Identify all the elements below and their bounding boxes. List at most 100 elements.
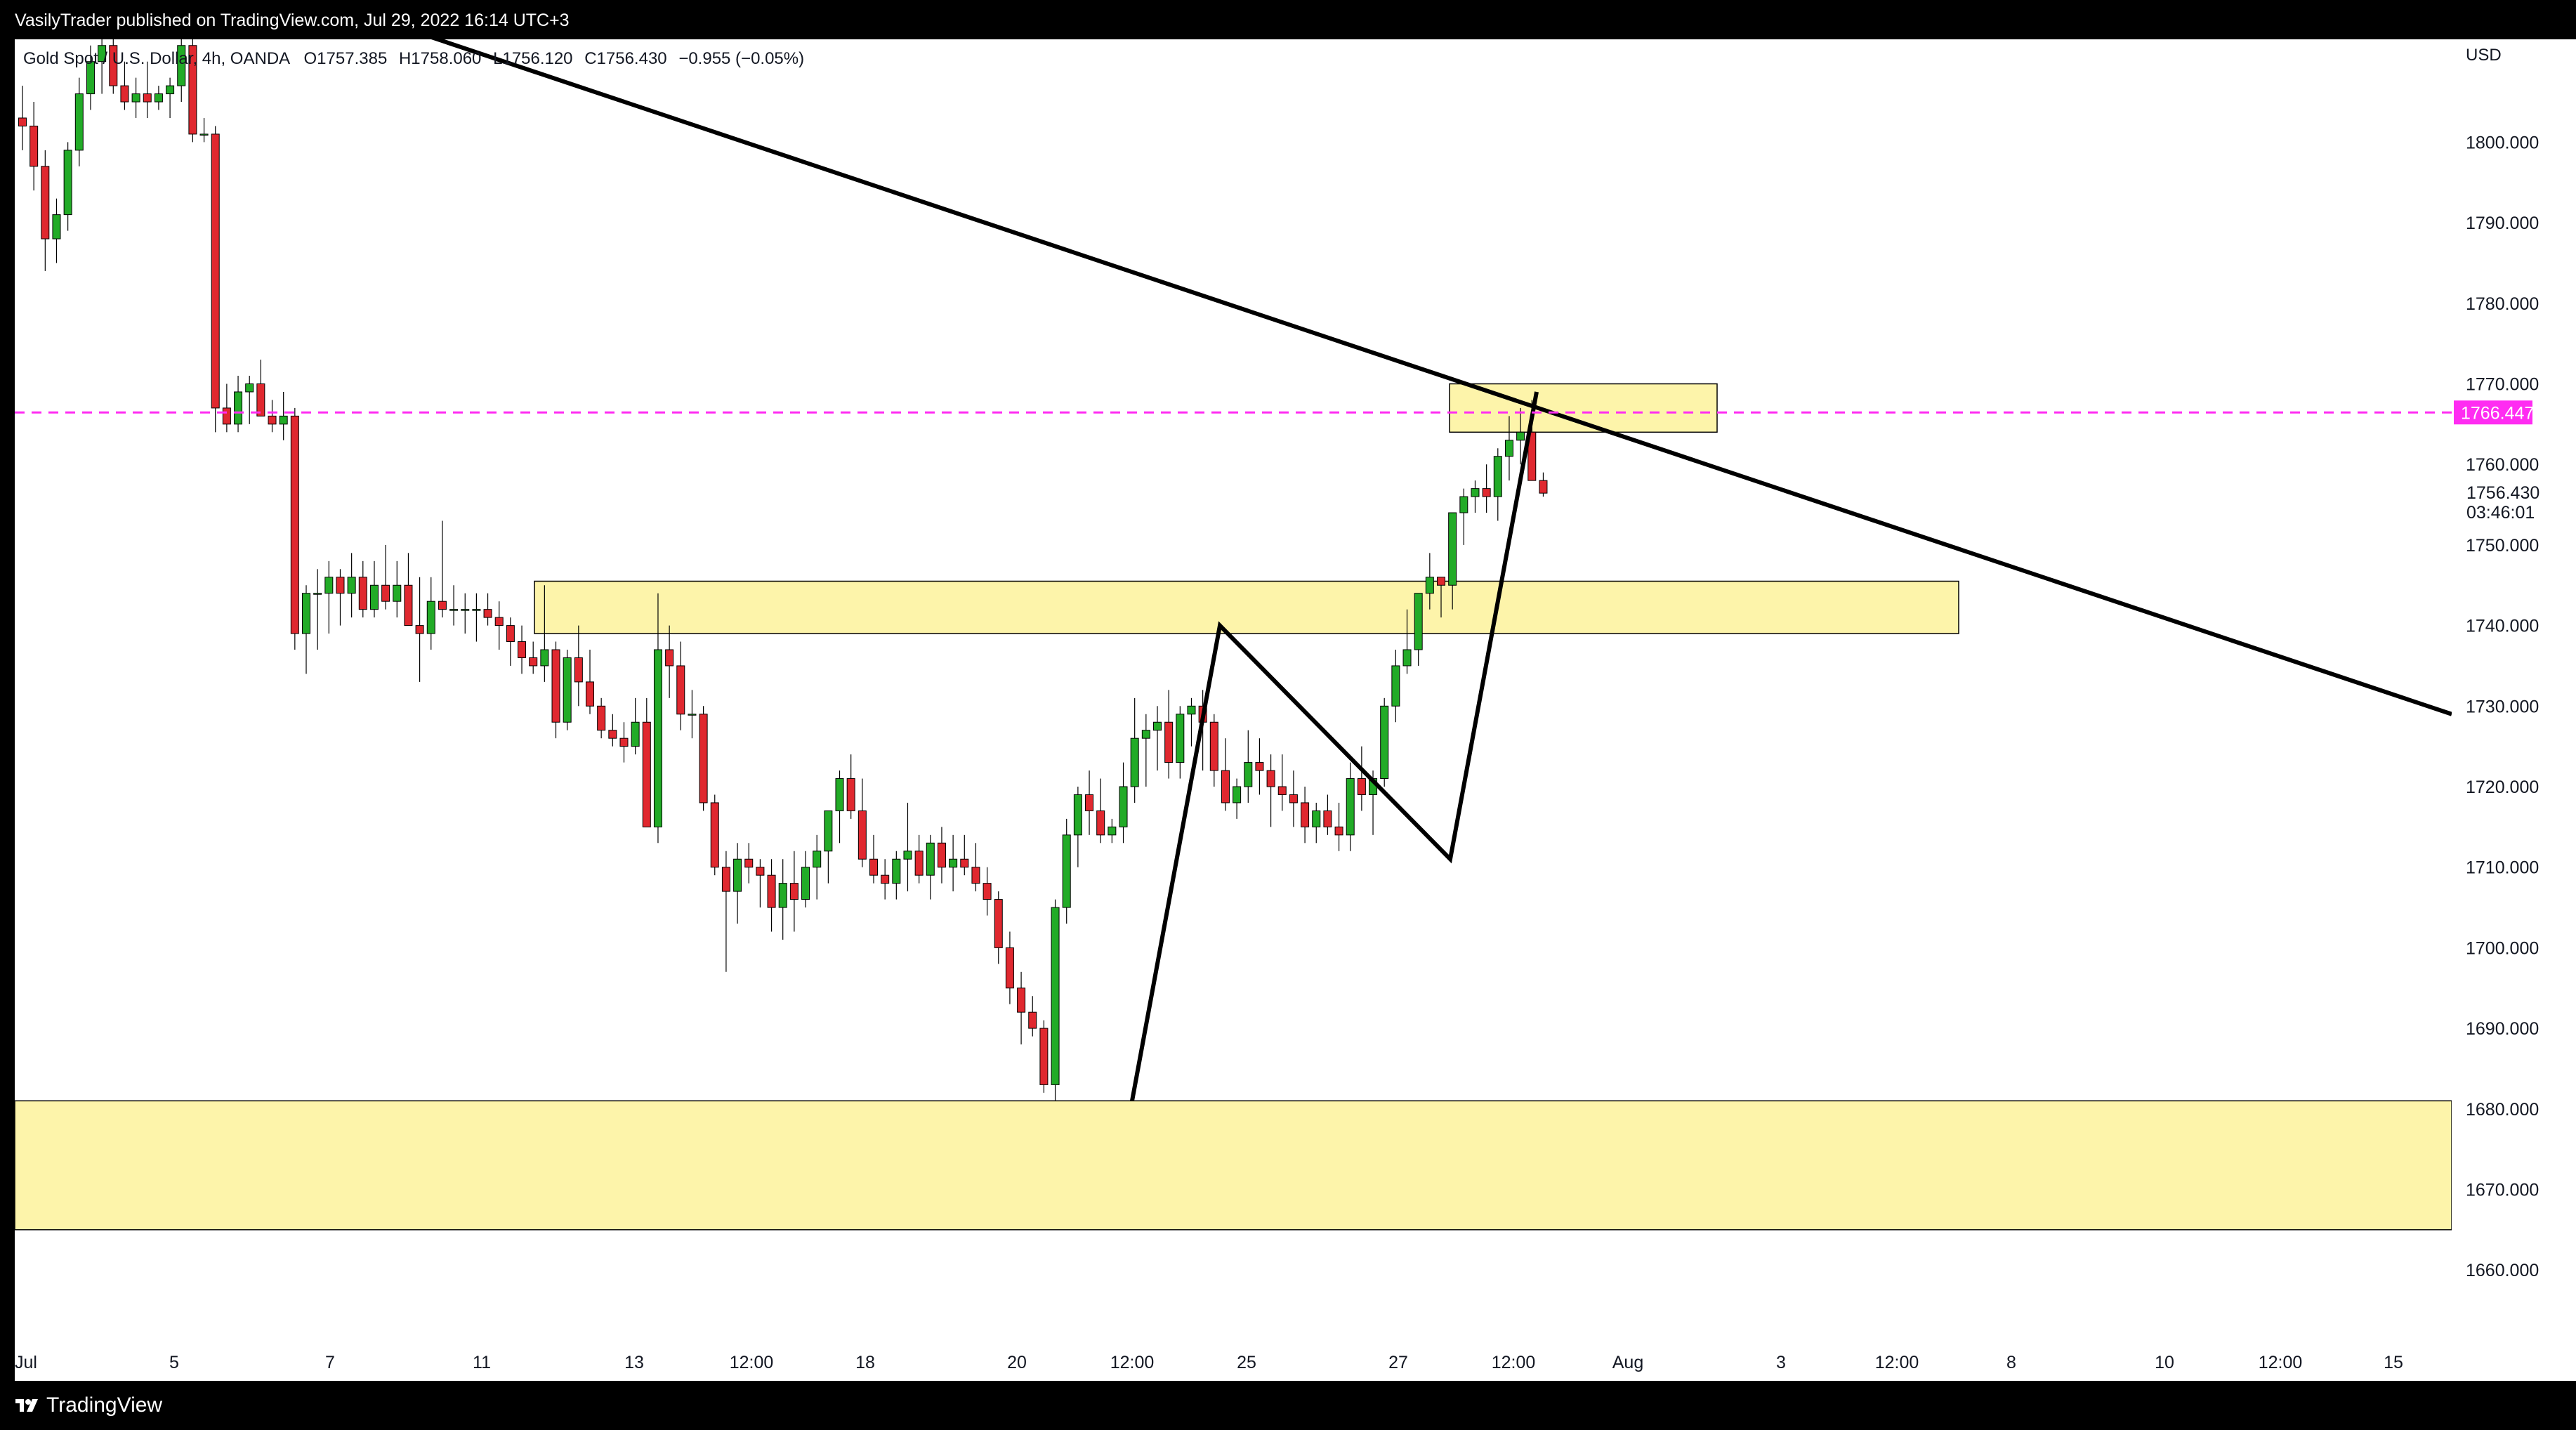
candle	[41, 150, 50, 271]
ohlc-open: O1757.385	[304, 49, 388, 68]
x-tick-label: 15	[2384, 1353, 2403, 1372]
candle	[869, 834, 878, 884]
candle-body	[1482, 488, 1491, 497]
candle	[1414, 593, 1423, 666]
ohlc-low: L1756.120	[493, 49, 572, 68]
ohlc-close: C1756.430	[584, 49, 666, 68]
candle-body	[1255, 762, 1264, 771]
candle	[1085, 770, 1094, 835]
candle-body	[971, 867, 980, 884]
candle-body	[1266, 770, 1275, 787]
candle	[1380, 697, 1389, 787]
candle	[98, 39, 107, 94]
candle	[789, 851, 799, 932]
candle-body	[813, 851, 822, 868]
candle	[926, 834, 935, 900]
candle	[653, 593, 662, 844]
drawings-layer	[431, 39, 2452, 1101]
candle-body	[268, 415, 277, 425]
candle-body	[540, 649, 549, 667]
candle	[1425, 553, 1434, 610]
candle	[131, 77, 140, 118]
candle-body	[699, 714, 708, 803]
candle	[983, 867, 992, 916]
candle-body	[1153, 721, 1162, 731]
candle	[1028, 996, 1037, 1037]
y-tick-label: 1690.000	[2466, 1019, 2539, 1039]
candle	[1108, 818, 1117, 844]
x-tick-label: 11	[473, 1353, 491, 1372]
candle	[177, 39, 186, 103]
candle-body	[404, 584, 413, 627]
candle	[835, 770, 844, 844]
candle-body	[1437, 577, 1445, 586]
candle-body	[1346, 778, 1355, 836]
candle	[63, 142, 72, 231]
candle	[483, 593, 492, 626]
y-tick-label: 1800.000	[2466, 133, 2539, 152]
candle	[721, 851, 730, 972]
candle	[619, 722, 629, 763]
candle	[1209, 714, 1218, 787]
y-tick-label: 1760.000	[2466, 455, 2539, 475]
candle	[1334, 802, 1343, 851]
x-tick-label: Jul	[15, 1353, 37, 1372]
candle-body	[1357, 778, 1366, 795]
zigzag-pattern-line	[1130, 391, 1539, 1101]
candle	[994, 891, 1003, 964]
candle	[937, 827, 946, 884]
candle-body	[1539, 480, 1548, 494]
footer-brand: TradingView	[46, 1393, 163, 1417]
candle	[1017, 971, 1026, 1045]
candle-body	[1141, 730, 1150, 739]
candle-body	[608, 730, 617, 739]
candle	[1039, 1020, 1049, 1093]
candle	[1153, 706, 1162, 771]
candle	[1051, 899, 1060, 1101]
tradingview-logo-icon	[15, 1399, 38, 1412]
candle-body	[393, 584, 402, 602]
candle-body	[631, 721, 640, 747]
candle	[642, 697, 651, 827]
candle-body	[324, 577, 334, 594]
candle	[449, 585, 459, 626]
candle	[699, 706, 708, 811]
candle-body	[688, 714, 697, 716]
candle	[529, 641, 538, 674]
last-price-label: 1756.430	[2466, 483, 2539, 503]
y-tick-label: 1750.000	[2466, 536, 2539, 556]
candle-body	[1527, 431, 1537, 481]
candle	[234, 376, 243, 433]
price-axis[interactable]: 1800.000 1790.000 1780.000 1770.000 1760.000…	[2452, 39, 2576, 1381]
time-axis[interactable]: Jul 5 7 11 13 12:00 18 20 12:00 25 27 12:00 Aug 3 12:0…	[15, 1346, 2576, 1381]
candle-body	[1516, 431, 1525, 441]
candle-body	[1459, 496, 1468, 513]
candle	[188, 39, 197, 143]
candle	[336, 569, 345, 626]
candle	[302, 585, 310, 674]
candle	[733, 843, 742, 924]
candle	[1391, 650, 1400, 723]
candle	[801, 851, 810, 908]
x-tick-label: Aug	[1612, 1353, 1643, 1372]
candle	[1119, 762, 1128, 844]
y-tick-label: 1710.000	[2466, 858, 2539, 878]
candle-body	[369, 584, 379, 610]
candle	[154, 86, 163, 110]
candle-body	[438, 601, 447, 610]
price-chart[interactable]: 1800.000 1790.000 1780.000 1770.000 1760.000…	[15, 39, 2576, 1381]
candle-body	[166, 85, 175, 95]
candle	[1459, 488, 1468, 545]
candle	[1244, 730, 1253, 803]
candle-body	[86, 61, 95, 95]
candle-body	[1176, 714, 1185, 763]
candle	[86, 45, 95, 110]
candle	[1493, 448, 1502, 521]
candle	[1301, 787, 1310, 844]
candle-body	[494, 617, 504, 627]
candle-body	[733, 858, 742, 892]
candle-body	[234, 391, 243, 425]
candle	[1471, 480, 1480, 513]
candle-body	[960, 858, 969, 868]
candle-body	[1221, 770, 1230, 803]
